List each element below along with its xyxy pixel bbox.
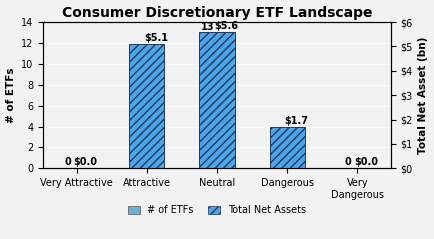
Bar	[200, 32, 234, 168]
Bar	[270, 127, 305, 168]
Title: Consumer Discretionary ETF Landscape: Consumer Discretionary ETF Landscape	[62, 5, 372, 20]
Text: $5.6: $5.6	[214, 21, 238, 31]
Bar	[279, 158, 296, 168]
Text: $5.1: $5.1	[144, 33, 168, 43]
Text: 0: 0	[64, 157, 71, 167]
Legend: # of ETFs, Total Net Assets: # of ETFs, Total Net Assets	[124, 201, 310, 219]
Text: 1: 1	[275, 147, 282, 157]
Text: $0.0: $0.0	[74, 158, 98, 167]
Y-axis label: # of ETFs: # of ETFs	[6, 67, 16, 123]
Text: $0.0: $0.0	[355, 158, 378, 167]
Bar	[208, 33, 226, 168]
Bar	[138, 147, 155, 168]
Text: 2: 2	[134, 136, 141, 147]
Text: $1.7: $1.7	[284, 116, 308, 126]
Y-axis label: Total Net Asset (bn): Total Net Asset (bn)	[418, 37, 428, 154]
Text: 13: 13	[201, 22, 215, 32]
Text: 0: 0	[345, 157, 352, 167]
Bar	[129, 44, 164, 168]
